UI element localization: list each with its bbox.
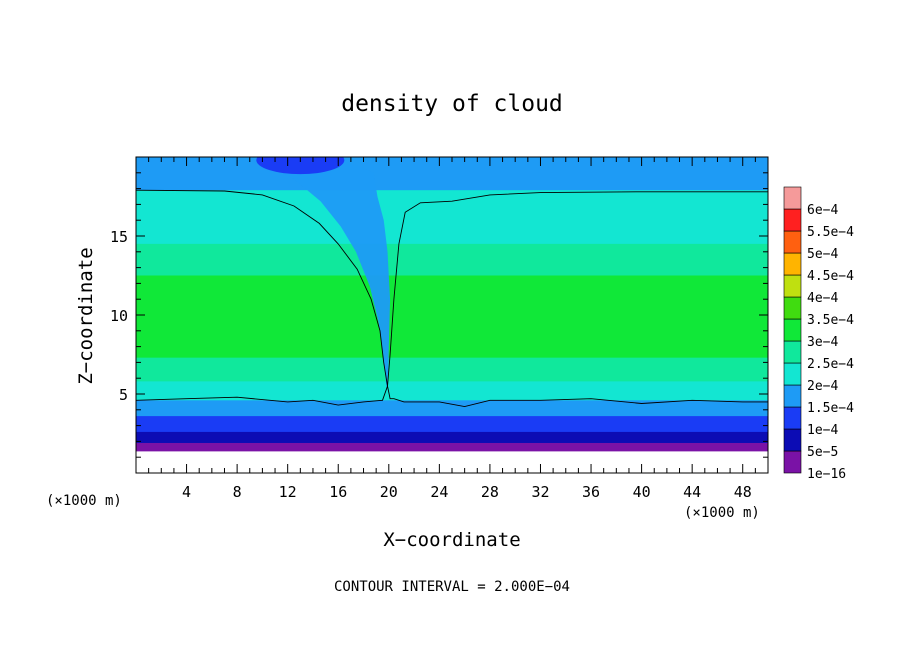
x-axis-title: X−coordinate xyxy=(383,529,520,551)
field-band-4 xyxy=(136,357,768,382)
x-tick-label: 28 xyxy=(481,483,499,501)
colorbar-label: 6e−4 xyxy=(807,203,838,218)
colorbar-swatch xyxy=(783,340,802,364)
x-tick-label: 16 xyxy=(329,483,347,501)
field-band-2 xyxy=(136,243,768,276)
colorbar-swatch xyxy=(783,208,802,232)
x-axis-ticks: 4 8 12 16 20 24 28 32 36 40 44 48 xyxy=(148,157,756,501)
downdraft-region xyxy=(262,157,391,391)
colorbar-swatch xyxy=(783,450,802,474)
field-band-9 xyxy=(136,442,768,452)
colorbar-swatch xyxy=(783,186,802,210)
field-band-3 xyxy=(136,275,768,359)
x-tick-label: 8 xyxy=(233,483,242,501)
colorbar-swatch xyxy=(783,318,802,342)
colorbar-swatch xyxy=(783,362,802,386)
colorbar-label: 5.5e−4 xyxy=(807,225,854,240)
y-tick-label: 5 xyxy=(119,386,128,404)
colorbar-swatch xyxy=(783,428,802,452)
colorbar-label: 3e−4 xyxy=(807,335,838,350)
y-tick-label: 15 xyxy=(110,228,128,246)
heatmap-plot-area xyxy=(136,157,768,452)
y-axis-ticks: 5 10 15 xyxy=(110,172,768,458)
contour-lines xyxy=(136,189,768,408)
colorbar-swatch xyxy=(783,252,802,276)
colorbar-label: 1.5e−4 xyxy=(807,401,854,416)
colorbar-swatch xyxy=(783,296,802,320)
colorbar-label: 4e−4 xyxy=(807,291,838,306)
x-tick-label: 40 xyxy=(633,483,651,501)
colorbar-label: 1e−4 xyxy=(807,423,838,438)
contour-line xyxy=(136,191,768,406)
colorbar-label: 4.5e−4 xyxy=(807,269,854,284)
colorbar-label: 5e−5 xyxy=(807,445,838,460)
field-band-1 xyxy=(136,190,768,245)
colorbar-label: 3.5e−4 xyxy=(807,313,854,328)
colorbar-label: 5e−4 xyxy=(807,247,838,262)
contour-interval-note: CONTOUR INTERVAL = 2.000E−04 xyxy=(334,579,570,595)
colorbar-label: 1e−16 xyxy=(807,467,846,482)
x-tick-label: 32 xyxy=(531,483,549,501)
y-axis-title: Z−coordinate xyxy=(75,247,97,384)
colorbar-swatch xyxy=(783,406,802,430)
field-band-5 xyxy=(136,381,768,401)
colorbar-swatch xyxy=(783,230,802,254)
x-unit-label-left: (×1000 m) xyxy=(46,493,122,509)
x-tick-label: 44 xyxy=(683,483,701,501)
colorbar-label: 2e−4 xyxy=(807,379,838,394)
x-tick-label: 48 xyxy=(734,483,752,501)
colorbar: 1e−16 5e−5 1e−4 1.5e−4 2e−4 2.5e−4 3e−4 3.5e−4 4… xyxy=(783,186,854,482)
chart-title: density of cloud xyxy=(341,91,563,117)
y-tick-label: 10 xyxy=(110,307,128,325)
x-tick-label: 12 xyxy=(279,483,297,501)
x-tick-label: 36 xyxy=(582,483,600,501)
upper-core-region xyxy=(256,157,345,175)
x-tick-label: 4 xyxy=(182,483,191,501)
colorbar-swatch xyxy=(783,384,802,408)
field-band-8 xyxy=(136,431,768,444)
colorbar-label: 2.5e−4 xyxy=(807,357,854,372)
contour-line xyxy=(136,189,768,408)
x-unit-label-right: (×1000 m) xyxy=(684,505,760,521)
field-band-6 xyxy=(136,400,768,417)
field-band-7 xyxy=(136,416,768,433)
x-tick-label: 20 xyxy=(380,483,398,501)
colorbar-swatch xyxy=(783,274,802,298)
x-tick-label: 24 xyxy=(430,483,448,501)
field-band-0 xyxy=(136,157,768,191)
